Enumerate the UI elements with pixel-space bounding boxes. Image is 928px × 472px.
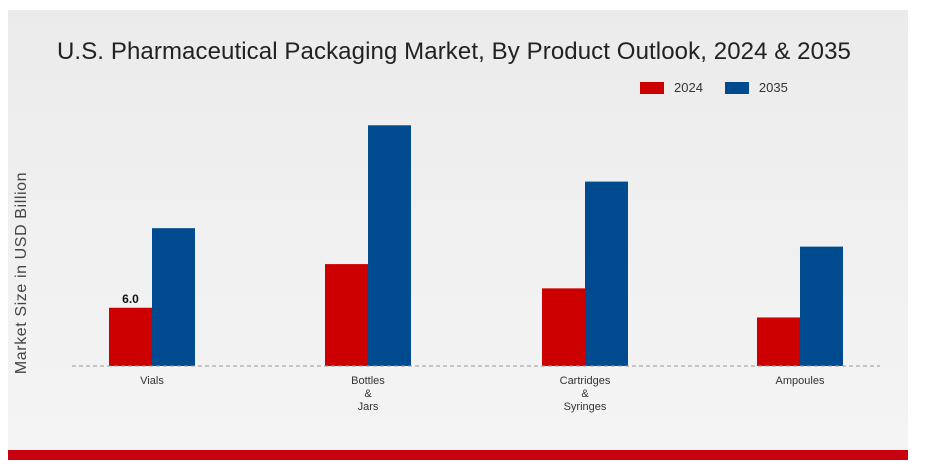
- x-tick-label-ampoules: Ampoules: [776, 375, 825, 387]
- x-tick-label-bottles-jars: Bottles & Jars: [351, 375, 385, 413]
- bar-cartridges-syringes-2024: [542, 288, 585, 366]
- legend-swatch-2024: [640, 81, 664, 94]
- data-label-vials-2024: 6.0: [122, 292, 139, 306]
- legend-item-2035: 2035: [724, 80, 788, 95]
- bar-bottles-jars-2035: [368, 125, 411, 366]
- legend: 2024 2035: [640, 80, 810, 95]
- footer-accent-bar: [8, 450, 908, 460]
- bar-cartridges-syringes-2035: [585, 181, 628, 366]
- bar-ampoules-2035: [800, 246, 843, 366]
- x-tick-label-vials: Vials: [140, 375, 164, 387]
- bar-bottles-jars-2024: [325, 264, 368, 366]
- x-tick-label-cartridges-syringes: Cartridges & Syringes: [560, 375, 611, 413]
- bar-ampoules-2024: [757, 317, 800, 366]
- legend-swatch-2035: [724, 81, 749, 94]
- legend-item-2024: 2024: [640, 80, 703, 95]
- bar-vials-2024: [109, 307, 152, 366]
- legend-label-2035: 2035: [758, 80, 788, 95]
- chart-title: U.S. Pharmaceutical Packaging Market, By…: [57, 38, 851, 65]
- bar-vials-2035: [152, 228, 195, 366]
- legend-label-2024: 2024: [674, 80, 703, 95]
